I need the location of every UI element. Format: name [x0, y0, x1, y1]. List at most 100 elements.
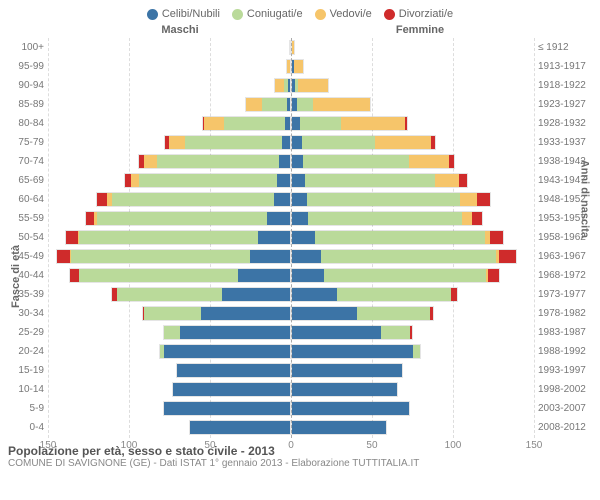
age-row: 80-841928-1932	[0, 114, 600, 133]
birth-label: 1998-2002	[534, 384, 600, 395]
age-label: 50-54	[0, 232, 48, 243]
bar-stack-male	[176, 363, 291, 379]
segment-d	[66, 231, 77, 245]
segment-w	[275, 79, 283, 93]
age-row: 75-791933-1937	[0, 133, 600, 152]
bar-stack-male	[96, 192, 291, 208]
age-row: 70-741938-1942	[0, 152, 600, 171]
segment-c	[305, 174, 435, 188]
x-tick: 50	[204, 440, 215, 451]
bar-stack-female	[291, 173, 468, 189]
age-label: 80-84	[0, 118, 48, 129]
bar-stack-male	[163, 325, 291, 341]
legend-label: Vedovi/e	[330, 8, 372, 20]
segment-s	[238, 269, 290, 283]
x-tick: 150	[526, 440, 543, 451]
segment-d	[451, 288, 457, 302]
legend-label: Coniugati/e	[247, 8, 303, 20]
age-label: 0-4	[0, 422, 48, 433]
legend-item: Vedovi/e	[315, 8, 372, 20]
bar-stack-female	[291, 78, 329, 94]
bar-stack-male	[245, 97, 291, 113]
segment-c	[381, 326, 410, 340]
segment-s	[292, 174, 305, 188]
segment-w	[131, 174, 139, 188]
segment-s	[258, 231, 290, 245]
birth-label: 1988-1992	[534, 346, 600, 357]
bar-stack-female	[291, 230, 504, 246]
segment-s	[164, 402, 290, 416]
segment-s	[292, 345, 413, 359]
bar-stack-male	[164, 135, 291, 151]
segment-s	[173, 383, 290, 397]
male-header: Maschi	[60, 24, 300, 36]
legend-swatch	[384, 9, 395, 20]
age-label: 55-59	[0, 213, 48, 224]
bar-stack-female	[291, 306, 434, 322]
segment-s	[292, 155, 303, 169]
bar-stack-male	[65, 230, 291, 246]
segment-w	[435, 174, 459, 188]
segment-d	[86, 212, 94, 226]
segment-c	[164, 326, 180, 340]
segment-c	[308, 212, 462, 226]
bar-stack-female	[291, 401, 410, 417]
segment-d	[472, 212, 482, 226]
bar-stack-female	[291, 268, 500, 284]
segment-s	[292, 402, 409, 416]
segment-c	[321, 250, 496, 264]
birth-label: 1943-1947	[534, 175, 600, 186]
bar-stack-male	[142, 306, 291, 322]
legend-swatch	[147, 9, 158, 20]
segment-w	[375, 136, 432, 150]
age-row: 65-691943-1947	[0, 171, 600, 190]
age-label: 20-24	[0, 346, 48, 357]
segment-s	[282, 136, 290, 150]
segment-d	[431, 136, 434, 150]
age-row: 55-591953-1957	[0, 209, 600, 228]
segment-s	[292, 307, 357, 321]
age-label: 40-44	[0, 270, 48, 281]
segment-s	[164, 345, 290, 359]
x-tick: 100	[445, 440, 462, 451]
age-label: 10-14	[0, 384, 48, 395]
segment-w	[246, 98, 262, 112]
age-row: 60-641948-1952	[0, 190, 600, 209]
segment-s	[292, 193, 307, 207]
segment-s	[292, 288, 337, 302]
rows: 100+≤ 191295-991913-191790-941918-192285…	[0, 38, 600, 437]
bar-stack-male	[163, 401, 291, 417]
segment-c	[79, 231, 257, 245]
birth-label: 1958-1962	[534, 232, 600, 243]
segment-d	[410, 326, 412, 340]
segment-w	[204, 117, 223, 131]
bar-stack-female	[291, 59, 304, 75]
segment-s	[287, 98, 290, 112]
bar-stack-male	[189, 420, 291, 436]
segment-c	[112, 193, 274, 207]
x-tick: 150	[40, 440, 57, 451]
age-label: 95-99	[0, 61, 48, 72]
legend-swatch	[315, 9, 326, 20]
segment-s	[292, 364, 402, 378]
age-row: 25-291983-1987	[0, 323, 600, 342]
bar-stack-male	[111, 287, 291, 303]
age-row: 95-991913-1917	[0, 57, 600, 76]
segment-w	[294, 60, 304, 74]
segment-c	[315, 231, 485, 245]
age-label: 75-79	[0, 137, 48, 148]
bar-stack-female	[291, 344, 421, 360]
age-row: 5-92003-2007	[0, 399, 600, 418]
age-row: 40-44 1968-1972	[0, 266, 600, 285]
segment-d	[459, 174, 467, 188]
age-row: 20-24 1988-1992	[0, 342, 600, 361]
birth-label: 1968-1972	[534, 270, 600, 281]
segment-c	[185, 136, 282, 150]
bar-stack-female	[291, 135, 436, 151]
bar-stack-female	[291, 382, 398, 398]
segment-s	[201, 307, 290, 321]
segment-w	[460, 193, 476, 207]
segment-w	[462, 212, 472, 226]
segment-w	[144, 155, 157, 169]
segment-s	[288, 79, 290, 93]
